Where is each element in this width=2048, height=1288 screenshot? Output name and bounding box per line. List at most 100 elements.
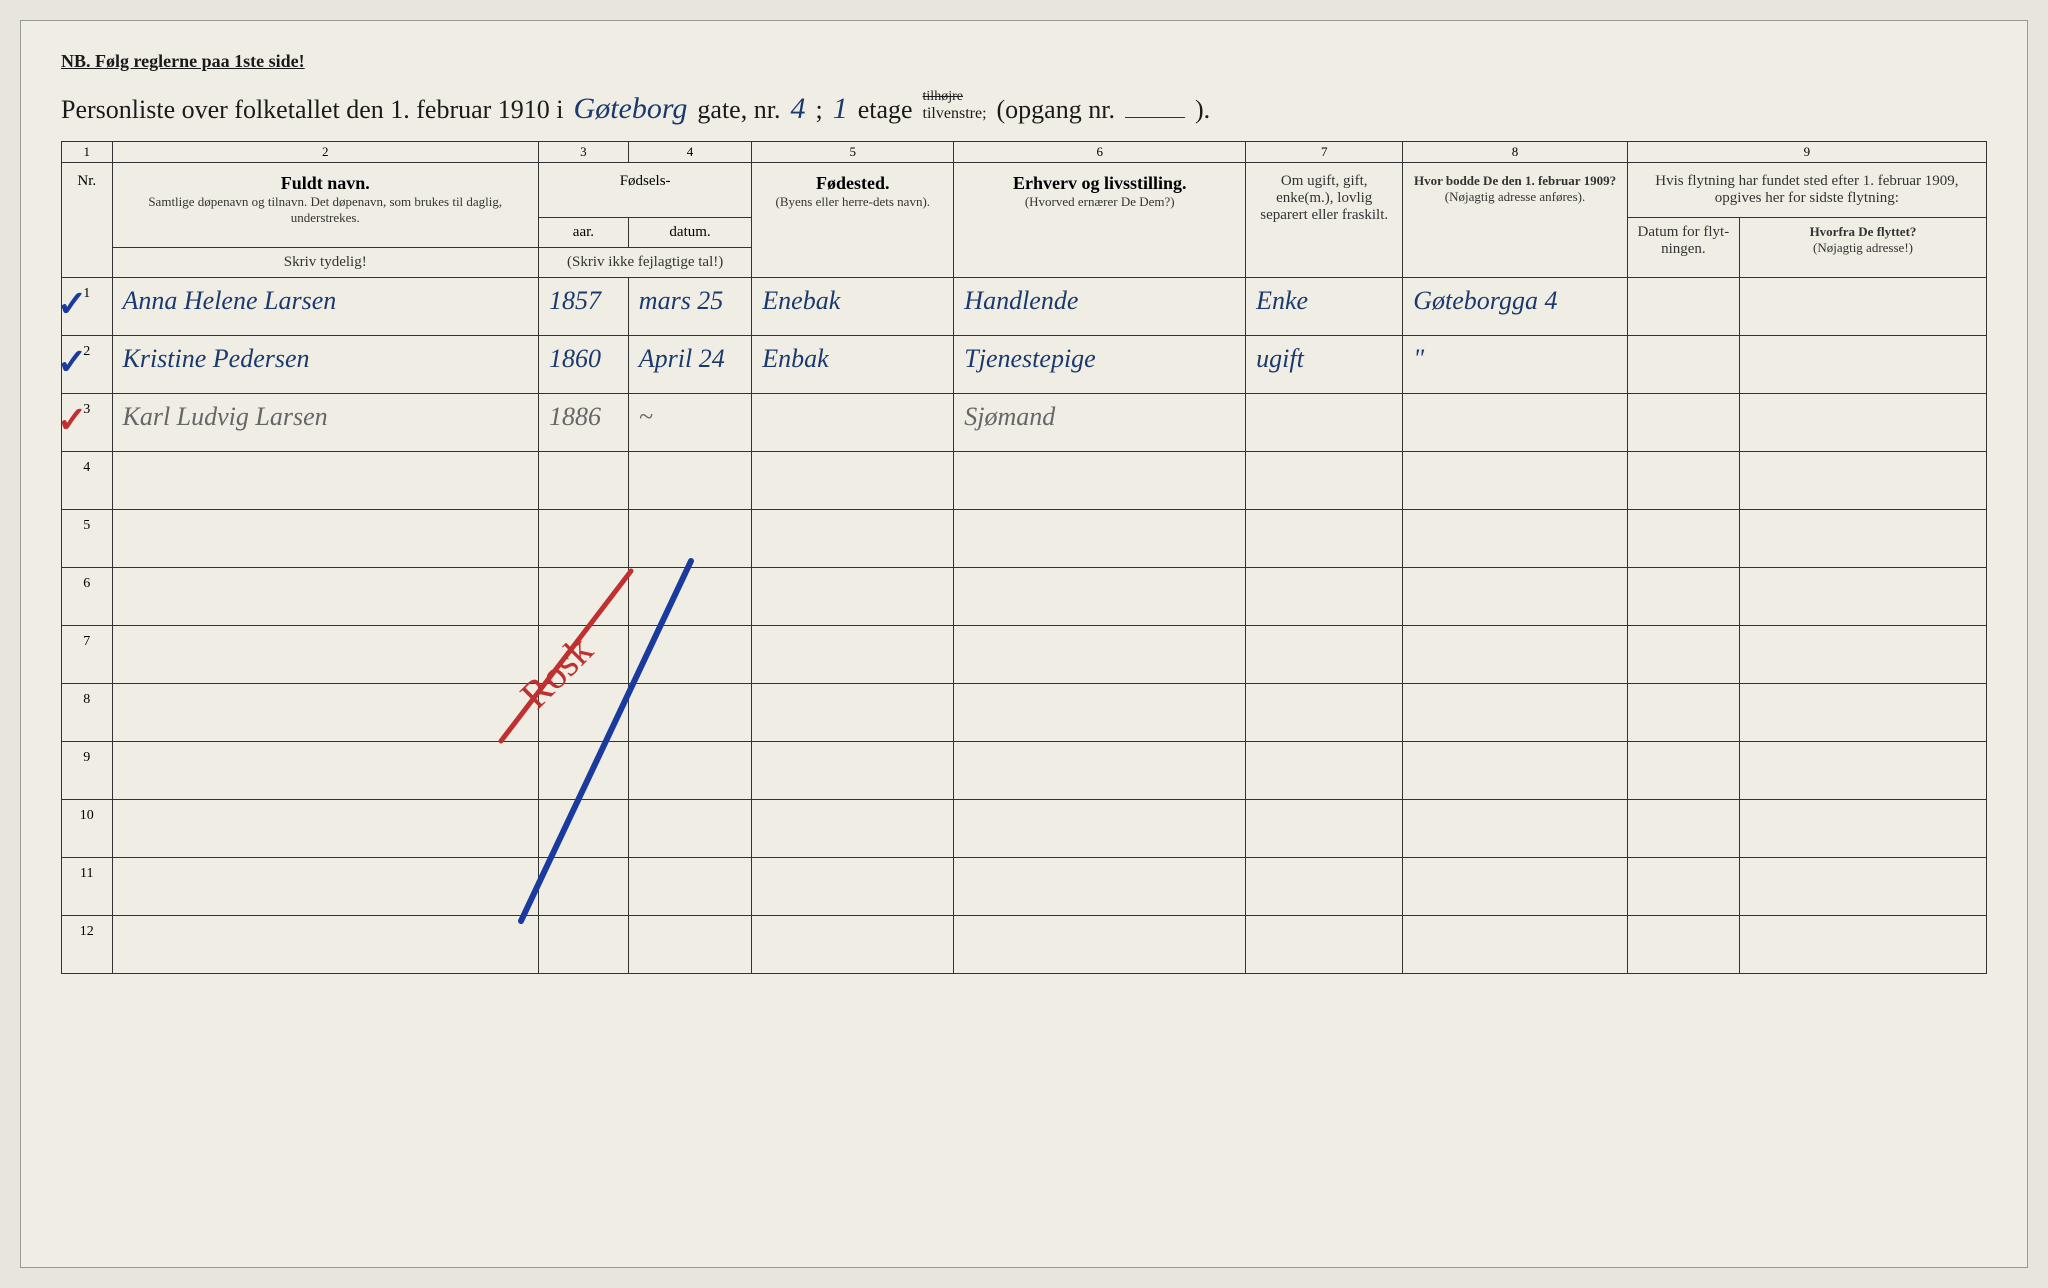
cell-omugift [1246, 858, 1403, 916]
header-fodsels: Fødsels- [539, 163, 752, 218]
cell-fodested [752, 858, 954, 916]
table-row: ✓ 2 Kristine Pedersen 1860 April 24 Enba… [62, 336, 1987, 394]
cell-fodested [752, 742, 954, 800]
cell-hvorbodde [1403, 742, 1627, 800]
cell-aar [539, 568, 629, 626]
cell-hvorbodde: Gøteborgga 4 [1403, 278, 1627, 336]
cell-fodested [752, 800, 954, 858]
header-erhverv-main: Erhverv og livsstilling. [960, 173, 1239, 194]
cell-omugift [1246, 684, 1403, 742]
header-hvorfra-sub: (Nøjagtig adresse!) [1748, 240, 1978, 256]
header-hvorbodde: Hvor bodde De den 1. februar 1909? (Nøja… [1403, 163, 1627, 278]
cell-datum [628, 510, 751, 568]
cell-navn [112, 568, 539, 626]
cell-fodested: Enebak [752, 278, 954, 336]
header-hvorfra: Hvorfra De flyttet? (Nøjagtig adresse!) [1739, 218, 1986, 278]
cell-omugift [1246, 394, 1403, 452]
row-number: ✓ 1 [62, 278, 113, 336]
etage-label: etage [858, 95, 913, 125]
cell-fodested [752, 916, 954, 974]
cell-erhverv [954, 742, 1246, 800]
row-number: 9 [62, 742, 113, 800]
table-row: 8 [62, 684, 1987, 742]
header-skriv-tydelig: Skriv tydelig! [112, 248, 539, 278]
table-body: ✓ 1 Anna Helene Larsen 1857 mars 25 Eneb… [62, 278, 1987, 974]
cell-fodested [752, 510, 954, 568]
cell-hvorbodde [1403, 394, 1627, 452]
gate-nr-hw: 4 [790, 92, 805, 126]
cell-navn [112, 510, 539, 568]
cell-navn [112, 626, 539, 684]
cell-hvorbodde [1403, 858, 1627, 916]
cell-navn [112, 742, 539, 800]
checkmark-icon: ✓ [57, 283, 87, 325]
colnum-2: 2 [112, 142, 539, 163]
cell-hvorbodde [1403, 800, 1627, 858]
cell-hvorbodde [1403, 510, 1627, 568]
cell-erhverv [954, 626, 1246, 684]
cell-aar [539, 510, 629, 568]
cell-hvorfra [1739, 510, 1986, 568]
header-hvorfra-main: Hvorfra De flyttet? [1748, 224, 1978, 240]
table-row: 7 [62, 626, 1987, 684]
cell-fodested [752, 684, 954, 742]
cell-erhverv [954, 452, 1246, 510]
cell-fodested [752, 452, 954, 510]
cell-hvorfra [1739, 916, 1986, 974]
cell-hvorfra [1739, 336, 1986, 394]
cell-navn [112, 452, 539, 510]
cell-datum [628, 742, 751, 800]
cell-navn [112, 858, 539, 916]
cell-datumflyt [1627, 742, 1739, 800]
cell-aar [539, 916, 629, 974]
cell-erhverv [954, 510, 1246, 568]
cell-datumflyt [1627, 916, 1739, 974]
cell-fodested: Enbak [752, 336, 954, 394]
cell-datum [628, 684, 751, 742]
cell-datum [628, 568, 751, 626]
header-datumflyt: Datum for flyt-ningen. [1627, 218, 1739, 278]
cell-datumflyt [1627, 394, 1739, 452]
cell-aar [539, 742, 629, 800]
semi: ; [815, 95, 822, 125]
cell-hvorbodde: " [1403, 336, 1627, 394]
title-line: Personliste over folketallet den 1. febr… [61, 92, 1987, 126]
header-omugift: Om ugift, gift, enke(m.), lovlig separer… [1246, 163, 1403, 278]
cell-aar [539, 858, 629, 916]
cell-omugift [1246, 800, 1403, 858]
cell-aar [539, 626, 629, 684]
opgang-end: ). [1195, 95, 1210, 125]
cell-hvorbodde [1403, 568, 1627, 626]
header-row-main: Nr. Fuldt navn. Samtlige døpenavn og til… [62, 163, 1987, 218]
nb-instruction: NB. Følg reglerne paa 1ste side! [61, 51, 1987, 72]
cell-erhverv [954, 684, 1246, 742]
cell-hvorfra [1739, 278, 1986, 336]
cell-hvorfra [1739, 858, 1986, 916]
cell-fodested [752, 568, 954, 626]
cell-navn: Kristine Pedersen [112, 336, 539, 394]
cell-datumflyt [1627, 626, 1739, 684]
header-navn-main: Fuldt navn. [119, 173, 533, 194]
header-aar: aar. [539, 218, 629, 248]
cell-datum: mars 25 [628, 278, 751, 336]
header-erhverv: Erhverv og livsstilling. (Hvorved ernære… [954, 163, 1246, 278]
cell-aar: 1860 [539, 336, 629, 394]
checkmark-icon: ✓ [57, 399, 87, 441]
header-skriv-ikke: (Skriv ikke fejlagtige tal!) [539, 248, 752, 278]
etage-hw: 1 [833, 92, 848, 126]
cell-datumflyt [1627, 684, 1739, 742]
header-erhverv-sub: (Hvorved ernærer De Dem?) [960, 194, 1239, 210]
header-hvorbodde-main: Hvor bodde De den 1. februar 1909? [1409, 173, 1620, 189]
opgang-blank [1125, 117, 1185, 118]
cell-datumflyt [1627, 858, 1739, 916]
cell-erhverv: Tjenestepige [954, 336, 1246, 394]
colnum-3: 3 [539, 142, 629, 163]
opgang-label: (opgang nr. [997, 95, 1115, 125]
cell-omugift [1246, 916, 1403, 974]
cell-aar [539, 452, 629, 510]
cell-hvorfra [1739, 568, 1986, 626]
cell-erhverv [954, 916, 1246, 974]
table-row: 6 [62, 568, 1987, 626]
cell-datumflyt [1627, 278, 1739, 336]
row-number: 6 [62, 568, 113, 626]
